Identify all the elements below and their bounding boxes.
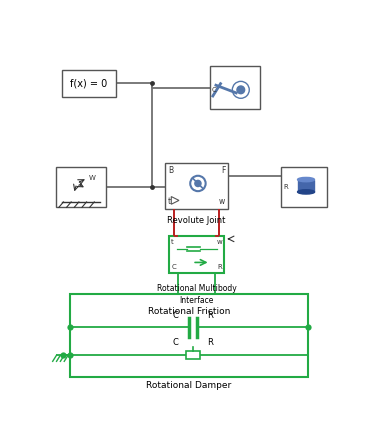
Text: C: C — [173, 311, 179, 320]
Bar — [186, 351, 200, 359]
Text: R: R — [217, 264, 222, 270]
Text: R: R — [207, 339, 213, 347]
Text: R: R — [207, 311, 213, 320]
Text: w: w — [219, 197, 225, 206]
Bar — [165, 162, 228, 209]
Bar — [169, 236, 224, 273]
Bar — [280, 166, 327, 207]
Circle shape — [195, 180, 201, 187]
Text: t: t — [171, 239, 174, 245]
Text: t: t — [168, 197, 171, 206]
Circle shape — [237, 86, 245, 94]
Text: w: w — [216, 239, 222, 245]
Ellipse shape — [297, 190, 314, 194]
Text: C: C — [212, 87, 217, 93]
Ellipse shape — [297, 177, 314, 182]
Text: W: W — [89, 175, 96, 181]
Text: R: R — [283, 184, 288, 190]
Text: C: C — [171, 264, 176, 270]
Bar — [210, 67, 260, 109]
Bar — [297, 180, 314, 192]
Text: f(x) = 0: f(x) = 0 — [70, 78, 107, 88]
Bar — [56, 166, 106, 207]
Text: Rotational Multibody
Interface: Rotational Multibody Interface — [157, 283, 236, 305]
Text: Revolute Joint: Revolute Joint — [167, 216, 226, 225]
Text: F: F — [221, 166, 225, 175]
Text: Rotational Damper: Rotational Damper — [146, 381, 231, 390]
Text: Rotational Friction: Rotational Friction — [148, 307, 230, 316]
Text: B: B — [168, 166, 173, 175]
Bar — [70, 293, 308, 377]
Text: C: C — [173, 339, 179, 347]
Bar — [62, 70, 116, 97]
